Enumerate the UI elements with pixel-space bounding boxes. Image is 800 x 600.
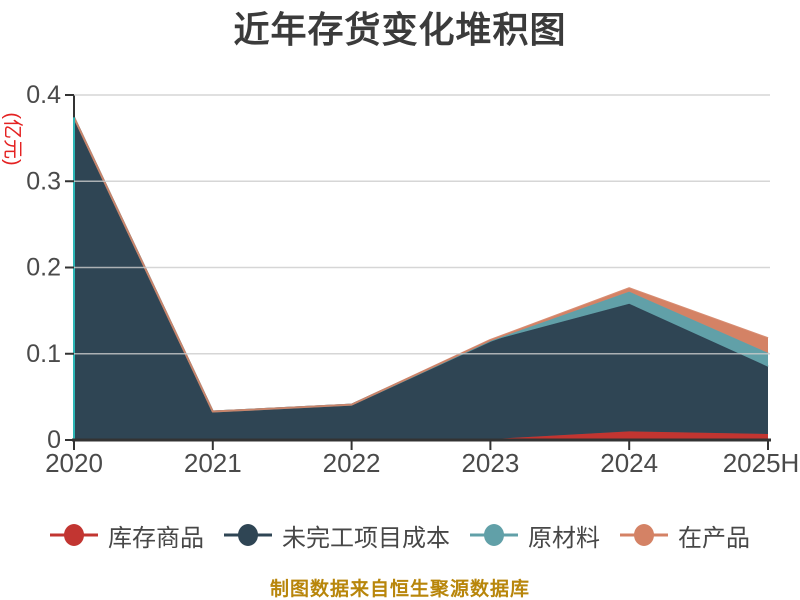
legend-item-raw-materials[interactable]: 原材料 [470, 518, 600, 553]
data-source-footer: 制图数据来自恒生聚源数据库 [269, 579, 530, 600]
legend-item-label: 在产品 [678, 524, 750, 552]
legend-item-label: 未完工项目成本 [282, 524, 450, 552]
legend-item-work-in-progress[interactable]: 在产品 [620, 518, 750, 553]
legend-marker-icon [224, 524, 272, 546]
legend-item-label: 原材料 [528, 524, 600, 552]
y-tick-label: 0.2 [26, 254, 61, 282]
legend-item-finished-goods-in-stock[interactable]: 库存商品 [50, 518, 204, 553]
x-tick-label: 2020 [45, 448, 103, 478]
area-unfinished-project-cost [74, 117, 768, 441]
chart-title: 近年存货变化堆积图 [233, 9, 567, 50]
legend-marker-icon [50, 524, 98, 546]
x-tick-label: 2021 [184, 448, 242, 478]
legend-item-unfinished-project-cost[interactable]: 未完工项目成本 [224, 518, 450, 553]
legend-marker-icon [470, 524, 518, 546]
legend: 库存商品 未完工项目成本 原材料 在产品 [0, 521, 800, 552]
y-tick-label: 0.3 [26, 167, 61, 195]
y-tick-label: 0.4 [26, 81, 61, 109]
y-tick-label: 0 [47, 426, 61, 454]
x-tick-label: 2023 [461, 448, 519, 478]
x-tick-label: 2025H [723, 448, 800, 478]
legend-marker-icon [620, 524, 668, 546]
x-tick-label: 2024 [600, 448, 658, 478]
x-tick-label: 2022 [323, 448, 381, 478]
line-work-in-progress [73, 116, 769, 413]
y-tick-label: 0.1 [26, 340, 61, 368]
legend-item-label: 库存商品 [108, 524, 204, 552]
